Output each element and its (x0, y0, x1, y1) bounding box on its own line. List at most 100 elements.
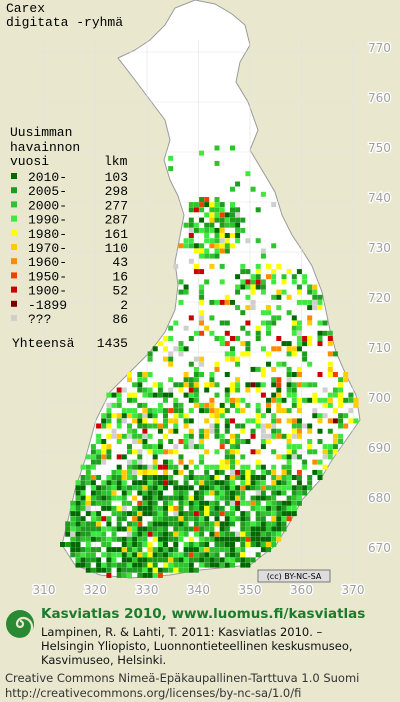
occurrence-cell (230, 382, 235, 388)
occurrence-cell (173, 444, 179, 450)
occurrence-cell (178, 408, 184, 414)
legend-count: 298 (105, 184, 128, 199)
occurrence-cell (178, 562, 184, 568)
occurrence-cell (127, 485, 132, 491)
occurrence-cell (121, 542, 127, 547)
occurrence-cell (348, 418, 354, 424)
occurrence-cell (219, 263, 225, 269)
occurrence-cell (214, 511, 220, 517)
occurrence-cell (224, 531, 230, 537)
occurrence-cell (276, 490, 282, 496)
occurrence-cell (307, 475, 313, 480)
occurrence-cell (183, 392, 189, 398)
occurrence-cell (291, 330, 297, 336)
occurrence-cell (157, 495, 163, 501)
occurrence-cell (147, 408, 153, 414)
legend-count: 2 (120, 298, 128, 313)
occurrence-cell (163, 567, 168, 573)
occurrence-cell (322, 449, 328, 455)
occurrence-cell (276, 505, 282, 511)
occurrence-cell (116, 402, 122, 408)
occurrence-cell (307, 428, 313, 434)
occurrence-cell (219, 511, 225, 517)
occurrence-cell (193, 382, 199, 388)
occurrence-cell (338, 402, 344, 408)
occurrence-cell (245, 402, 251, 408)
occurrence-cell (152, 526, 158, 532)
occurrence-cell (271, 413, 277, 419)
occurrence-cell (96, 449, 102, 455)
occurrence-cell (204, 464, 210, 470)
occurrence-cell (188, 433, 194, 439)
occurrence-cell (85, 526, 91, 532)
occurrence-cell (286, 366, 292, 372)
occurrence-cell (353, 402, 359, 408)
legend-label: 1900- (28, 284, 67, 299)
occurrence-cell (193, 500, 199, 506)
occurrence-cell (302, 299, 308, 305)
occurrence-cell (327, 336, 333, 341)
occurrence-cell (116, 454, 122, 460)
occurrence-cell (127, 500, 132, 506)
occurrence-cell (157, 490, 163, 496)
occurrence-cell (85, 562, 91, 568)
occurrence-cell (96, 475, 102, 480)
occurrence-cell (302, 279, 308, 285)
occurrence-cell (235, 238, 241, 244)
occurrence-cell (121, 408, 127, 414)
occurrence-cell (199, 444, 205, 450)
occurrence-cell (183, 444, 189, 450)
occurrence-cell (106, 433, 112, 439)
occurrence-cell (348, 397, 354, 403)
occurrence-cell (209, 222, 215, 228)
occurrence-cell (178, 536, 184, 542)
occurrence-cell (168, 475, 174, 480)
occurrence-cell (235, 444, 241, 450)
occurrence-cell (322, 397, 328, 403)
occurrence-cell (152, 449, 158, 455)
occurrence-cell (137, 511, 143, 517)
occurrence-cell (266, 423, 271, 429)
occurrence-cell (219, 536, 225, 542)
occurrence-cell (230, 464, 235, 470)
occurrence-cell (173, 469, 179, 475)
occurrence-cell (188, 505, 194, 511)
occurrence-cell (168, 547, 174, 553)
occurrence-cell (183, 289, 189, 295)
occurrence-cell (132, 567, 138, 573)
occurrence-cell (245, 526, 251, 532)
occurrence-cell (199, 227, 205, 233)
occurrence-cell (188, 238, 194, 244)
occurrence-cell (132, 475, 138, 480)
occurrence-cell (219, 495, 225, 501)
occurrence-cell (147, 490, 153, 496)
occurrence-cell (240, 557, 246, 563)
occurrence-cell (260, 284, 266, 290)
occurrence-cell (90, 552, 96, 558)
occurrence-cell (199, 269, 205, 275)
occurrence-cell (266, 408, 271, 414)
occurrence-cell (147, 469, 153, 475)
occurrence-cell (260, 480, 266, 486)
occurrence-cell (224, 222, 230, 228)
occurrence-cell (183, 413, 189, 419)
occurrence-cell (338, 413, 344, 419)
occurrence-cell (199, 361, 205, 367)
occurrence-cell (168, 562, 174, 568)
occurrence-cell (286, 377, 292, 383)
occurrence-cell (111, 547, 117, 553)
occurrence-cell (173, 490, 179, 496)
occurrence-cell (101, 516, 107, 522)
occurrence-cell (296, 469, 302, 475)
occurrence-cell (260, 469, 266, 475)
occurrence-cell (106, 408, 112, 414)
occurrence-cell (199, 217, 205, 223)
occurrence-cell (240, 511, 246, 517)
occurrence-cell (271, 485, 277, 491)
occurrence-cell (245, 238, 251, 244)
legend-swatch (11, 173, 17, 179)
occurrence-cell (152, 480, 158, 486)
occurrence-cell (296, 402, 302, 408)
occurrence-cell (266, 351, 271, 357)
occurrence-cell (302, 274, 308, 280)
